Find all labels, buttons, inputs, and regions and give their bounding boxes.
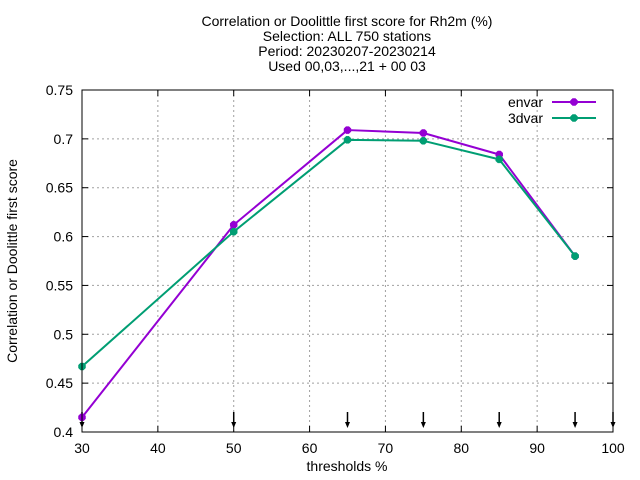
series-line-3dvar bbox=[81, 138, 576, 368]
threshold-arrow-head bbox=[420, 422, 426, 428]
threshold-arrow-head bbox=[231, 422, 237, 428]
threshold-arrows bbox=[79, 412, 616, 428]
y-tick-label: 0.5 bbox=[54, 326, 74, 342]
title-line-4: Used 00,03,...,21 + 00 03 bbox=[268, 58, 426, 74]
data-point-3dvar bbox=[229, 227, 238, 236]
y-tick-label: 0.7 bbox=[54, 131, 74, 147]
y-tick-label: 0.65 bbox=[46, 180, 73, 196]
y-tick-label: 0.75 bbox=[46, 82, 73, 98]
title-line-3: Period: 20230207-20230214 bbox=[258, 43, 436, 59]
chart-title: Correlation or Doolittle first score for… bbox=[202, 13, 493, 74]
title-line-2: Selection: ALL 750 stations bbox=[263, 28, 431, 44]
series-line-envar bbox=[81, 129, 576, 418]
data-point-envar bbox=[419, 129, 428, 137]
y-tick-label: 0.45 bbox=[46, 375, 73, 391]
legend-marker-3dvar bbox=[570, 114, 578, 122]
data-point-3dvar bbox=[495, 155, 503, 164]
legend-marker-envar bbox=[570, 98, 578, 106]
threshold-arrow-head bbox=[496, 422, 502, 428]
threshold-arrow-head bbox=[345, 422, 350, 428]
x-tick-label: 50 bbox=[226, 440, 242, 456]
plot-frame bbox=[81, 89, 614, 433]
data-point-envar bbox=[229, 221, 238, 229]
data-point-envar bbox=[343, 126, 352, 134]
x-tick-label: 80 bbox=[453, 440, 469, 456]
x-tick-label: 90 bbox=[529, 440, 545, 456]
x-tick-label: 30 bbox=[74, 440, 90, 456]
tick-labels: 30 40 50 60 70 80 90 100 0.4 0.45 0.5 0.55 0.6 0.65 0.… bbox=[46, 82, 625, 456]
x-tick-label: 60 bbox=[302, 440, 318, 456]
data-point-3dvar bbox=[343, 136, 352, 144]
x-axis-label: thresholds % bbox=[307, 458, 388, 474]
y-axis-label: Correlation or Doolittle first score bbox=[4, 159, 20, 363]
title-line-1: Correlation or Doolittle first score for… bbox=[202, 13, 493, 29]
data-point-3dvar bbox=[571, 252, 579, 260]
threshold-arrow-head bbox=[572, 422, 578, 428]
x-tick-label: 70 bbox=[378, 440, 394, 456]
y-tick-label: 0.4 bbox=[54, 424, 74, 440]
data-point-3dvar bbox=[419, 137, 428, 145]
legend-label-envar: envar bbox=[508, 94, 543, 110]
x-tick-label: 40 bbox=[150, 440, 166, 456]
y-tick-label: 0.6 bbox=[54, 229, 74, 245]
x-tick-label: 100 bbox=[601, 440, 625, 456]
legend-label-3dvar: 3dvar bbox=[508, 110, 543, 126]
y-tick-label: 0.55 bbox=[46, 277, 73, 293]
data-series bbox=[78, 126, 579, 422]
